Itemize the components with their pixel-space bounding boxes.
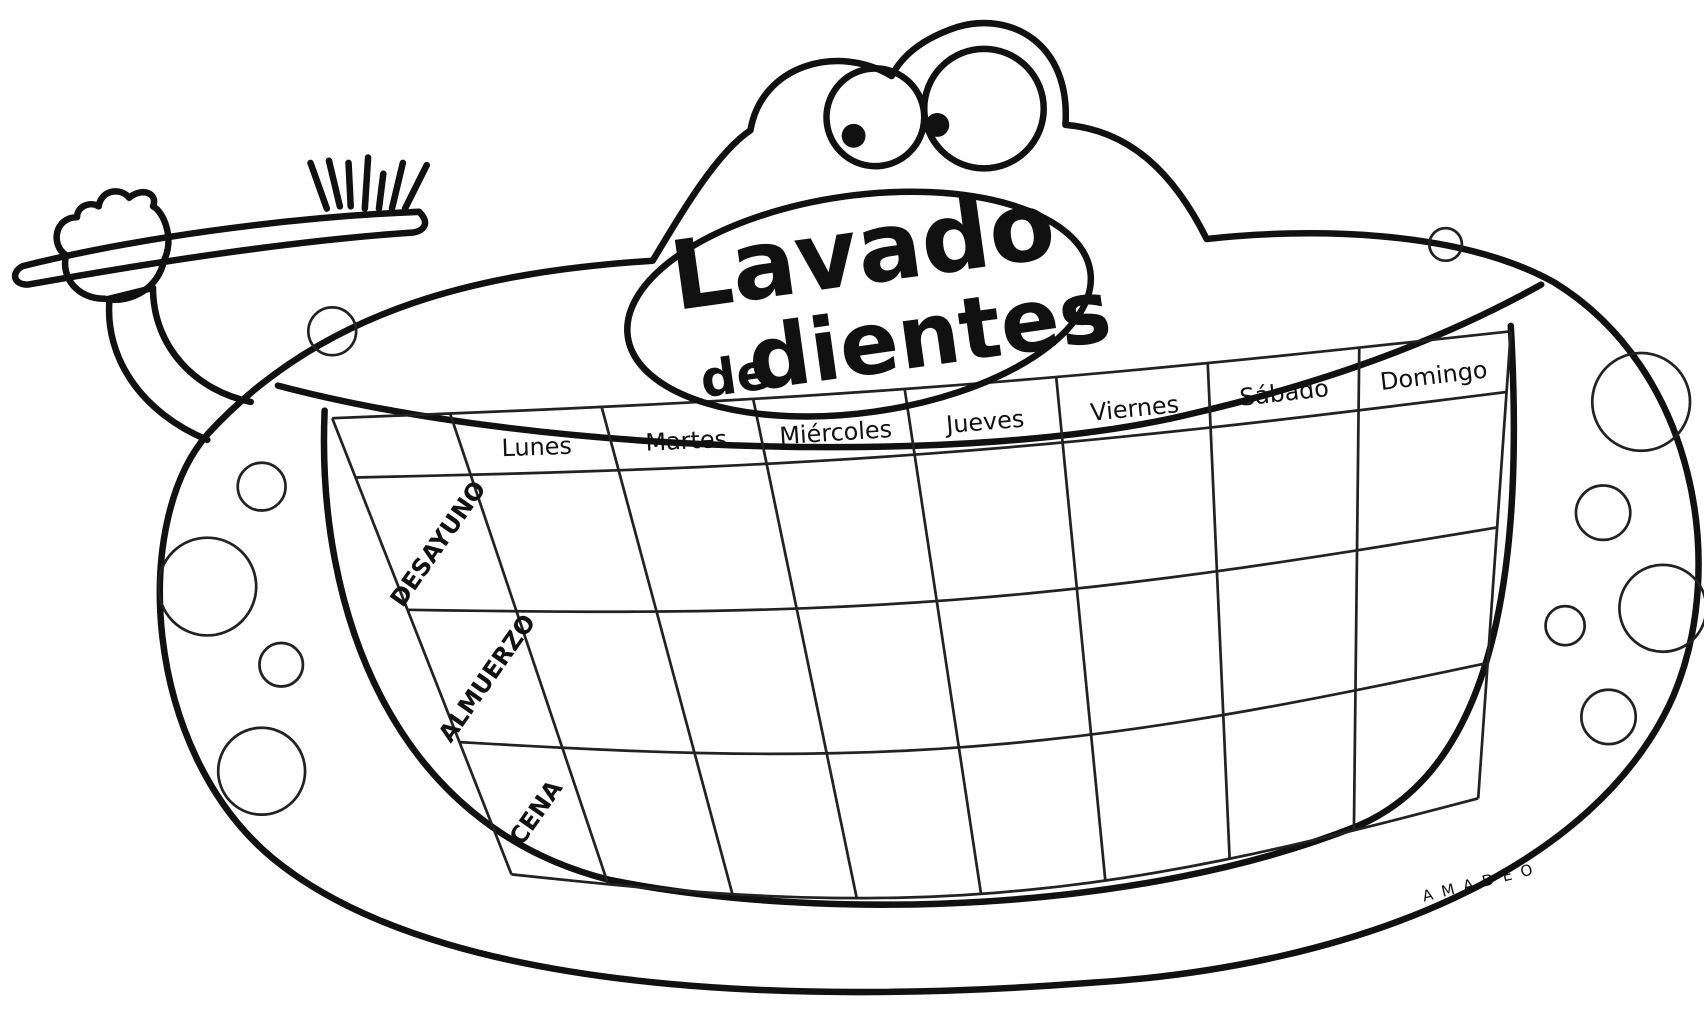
grid-col-line	[330, 417, 513, 875]
day-label: Domingo	[1379, 356, 1489, 396]
grid-col-line	[448, 413, 610, 885]
grid-col-line	[1476, 331, 1513, 799]
calendar-grid: Lunes Martes Miércoles Jueves Viernes Sábado D…	[330, 329, 1513, 900]
meal-label: CENA	[504, 775, 569, 851]
mouth	[320, 322, 1518, 908]
grid-col-line	[1206, 363, 1231, 859]
body-outline	[156, 19, 1702, 996]
grid-col-line	[903, 388, 983, 895]
smile-line	[274, 281, 1545, 451]
grid-row-line	[459, 661, 1488, 756]
title: Lavado de dientes	[663, 168, 1117, 411]
meal-label: DESAYUNO	[385, 476, 492, 612]
title-oval	[624, 188, 1095, 420]
day-label: Martes	[645, 425, 728, 457]
signature: A M A D E O	[1421, 860, 1537, 905]
grid-col-line	[751, 398, 859, 899]
day-label: Lunes	[501, 432, 572, 463]
grid-row-line	[407, 526, 1498, 614]
meal-label: ALMUERZO	[433, 609, 541, 747]
eyes	[823, 45, 1047, 172]
grid-row-line	[355, 390, 1507, 479]
grid-col-line	[600, 406, 734, 895]
grid-row-line	[511, 797, 1479, 900]
title-prefix: de	[697, 342, 774, 409]
day-label: Jueves	[943, 405, 1025, 439]
grid-row-line	[332, 329, 1511, 420]
grid-col-line	[1352, 347, 1361, 831]
spots	[157, 226, 1704, 817]
arm	[105, 284, 255, 444]
grid-col-line	[1054, 376, 1107, 881]
day-label: Sábado	[1238, 374, 1330, 412]
toothbrush	[11, 154, 431, 288]
hand	[53, 188, 172, 303]
